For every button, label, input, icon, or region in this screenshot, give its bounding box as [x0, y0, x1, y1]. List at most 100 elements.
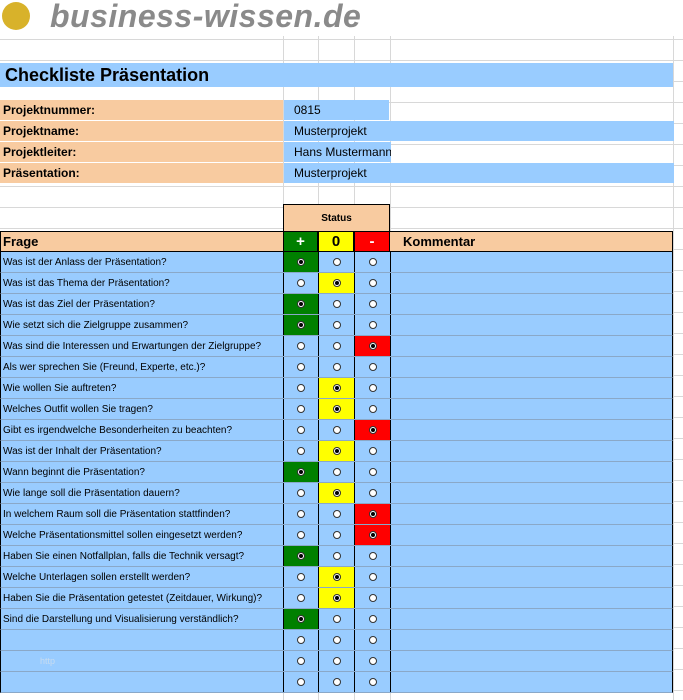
comment-cell[interactable]: [390, 462, 673, 482]
radio-button[interactable]: [297, 258, 305, 266]
radio-button[interactable]: [368, 300, 377, 308]
status-cell: [283, 609, 318, 629]
radio-button[interactable]: [332, 636, 341, 644]
radio-button[interactable]: [297, 342, 305, 350]
status-cell: [318, 546, 354, 566]
radio-button[interactable]: [297, 447, 305, 455]
status-cell: [283, 546, 318, 566]
comment-cell[interactable]: [390, 483, 673, 503]
radio-button[interactable]: [332, 531, 341, 539]
radio-button[interactable]: [332, 384, 341, 392]
radio-button[interactable]: [368, 615, 377, 623]
radio-button[interactable]: [332, 657, 341, 665]
status-cell: [318, 273, 354, 293]
radio-button[interactable]: [368, 447, 377, 455]
question: Was ist der Inhalt der Präsentation?: [3, 445, 162, 457]
radio-button[interactable]: [368, 258, 377, 266]
radio-button[interactable]: [297, 321, 305, 329]
radio-button[interactable]: [368, 552, 377, 560]
comment-cell[interactable]: [390, 420, 673, 440]
radio-button[interactable]: [297, 426, 305, 434]
question: In welchem Raum soll die Präsentation st…: [3, 508, 231, 520]
radio-button[interactable]: [368, 657, 377, 665]
radio-button[interactable]: [297, 615, 305, 623]
radio-dot: [334, 281, 339, 285]
radio-button[interactable]: [332, 321, 341, 329]
status-cell: [354, 588, 390, 608]
comment-cell[interactable]: [390, 294, 673, 314]
radio-button[interactable]: [332, 510, 341, 518]
radio-button[interactable]: [368, 678, 377, 686]
comment-cell[interactable]: [390, 672, 673, 692]
comment-cell[interactable]: [390, 651, 673, 671]
comment-cell[interactable]: [390, 357, 673, 377]
radio-button[interactable]: [297, 510, 305, 518]
radio-button[interactable]: [332, 678, 341, 686]
status-cell: [354, 399, 390, 419]
radio-button[interactable]: [332, 258, 341, 266]
radio-button[interactable]: [332, 363, 341, 371]
radio-button[interactable]: [297, 657, 305, 665]
radio-dot: [334, 596, 339, 600]
radio-button[interactable]: [368, 594, 377, 602]
comment-cell[interactable]: [390, 336, 673, 356]
status-header: Status: [283, 204, 390, 231]
radio-button[interactable]: [368, 636, 377, 644]
radio-button[interactable]: [332, 489, 341, 497]
radio-button[interactable]: [368, 426, 377, 434]
comment-cell[interactable]: [390, 399, 673, 419]
radio-button[interactable]: [368, 384, 377, 392]
radio-button[interactable]: [368, 279, 377, 287]
radio-button[interactable]: [297, 636, 305, 644]
comment-cell[interactable]: [390, 546, 673, 566]
radio-button[interactable]: [297, 300, 305, 308]
radio-button[interactable]: [332, 615, 341, 623]
comment-cell[interactable]: [390, 609, 673, 629]
radio-button[interactable]: [368, 405, 377, 413]
radio-button[interactable]: [368, 342, 377, 350]
radio-dot: [334, 407, 339, 411]
radio-button[interactable]: [297, 384, 305, 392]
comment-cell[interactable]: [390, 504, 673, 524]
radio-button[interactable]: [332, 573, 341, 581]
radio-button[interactable]: [368, 510, 377, 518]
info-value: Musterprojekt: [284, 163, 674, 183]
radio-button[interactable]: [297, 531, 305, 539]
radio-button[interactable]: [297, 363, 305, 371]
radio-button[interactable]: [368, 468, 377, 476]
comment-cell[interactable]: [390, 315, 673, 335]
comment-cell[interactable]: [390, 588, 673, 608]
radio-button[interactable]: [332, 426, 341, 434]
radio-button[interactable]: [332, 468, 341, 476]
radio-button[interactable]: [332, 342, 341, 350]
radio-button[interactable]: [368, 489, 377, 497]
comment-cell[interactable]: [390, 630, 673, 650]
radio-button[interactable]: [332, 405, 341, 413]
radio-button[interactable]: [297, 279, 305, 287]
radio-button[interactable]: [368, 573, 377, 581]
radio-button[interactable]: [297, 552, 305, 560]
status-cell: [354, 420, 390, 440]
comment-cell[interactable]: [390, 252, 673, 272]
comment-cell[interactable]: [390, 273, 673, 293]
comment-cell[interactable]: [390, 567, 673, 587]
comment-cell[interactable]: [390, 525, 673, 545]
radio-button[interactable]: [297, 405, 305, 413]
radio-button[interactable]: [332, 594, 341, 602]
radio-button[interactable]: [332, 279, 341, 287]
radio-button[interactable]: [297, 594, 305, 602]
radio-button[interactable]: [332, 447, 341, 455]
radio-button[interactable]: [297, 468, 305, 476]
radio-button[interactable]: [368, 363, 377, 371]
radio-button[interactable]: [332, 300, 341, 308]
radio-button[interactable]: [297, 489, 305, 497]
radio-button[interactable]: [368, 321, 377, 329]
comment-cell[interactable]: [390, 378, 673, 398]
radio-button[interactable]: [297, 678, 305, 686]
radio-button[interactable]: [368, 531, 377, 539]
radio-button[interactable]: [297, 573, 305, 581]
status-cell: [318, 357, 354, 377]
comment-cell[interactable]: [390, 441, 673, 461]
radio-button[interactable]: [332, 552, 341, 560]
